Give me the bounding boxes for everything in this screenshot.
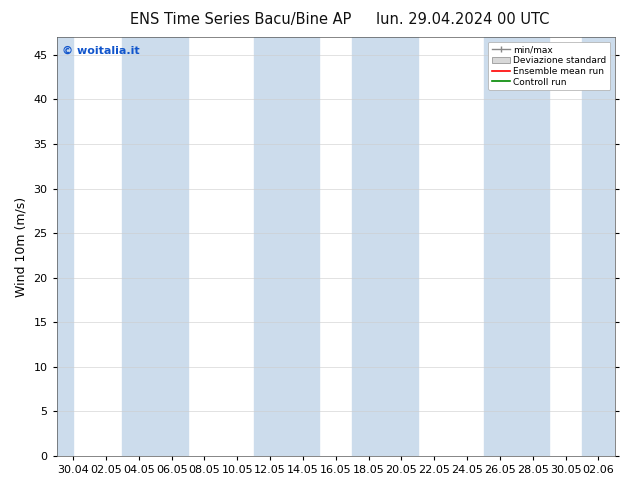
- Text: lun. 29.04.2024 00 UTC: lun. 29.04.2024 00 UTC: [376, 12, 550, 27]
- Bar: [254, 37, 320, 456]
- Y-axis label: Wind 10m (m/s): Wind 10m (m/s): [15, 196, 28, 296]
- Bar: [582, 37, 615, 456]
- Bar: [122, 37, 188, 456]
- Bar: [352, 37, 418, 456]
- Text: ENS Time Series Bacu/Bine AP: ENS Time Series Bacu/Bine AP: [130, 12, 352, 27]
- Legend: min/max, Deviazione standard, Ensemble mean run, Controll run: min/max, Deviazione standard, Ensemble m…: [488, 42, 611, 90]
- Bar: [56, 37, 73, 456]
- Bar: [484, 37, 549, 456]
- Text: © woitalia.it: © woitalia.it: [62, 46, 140, 55]
